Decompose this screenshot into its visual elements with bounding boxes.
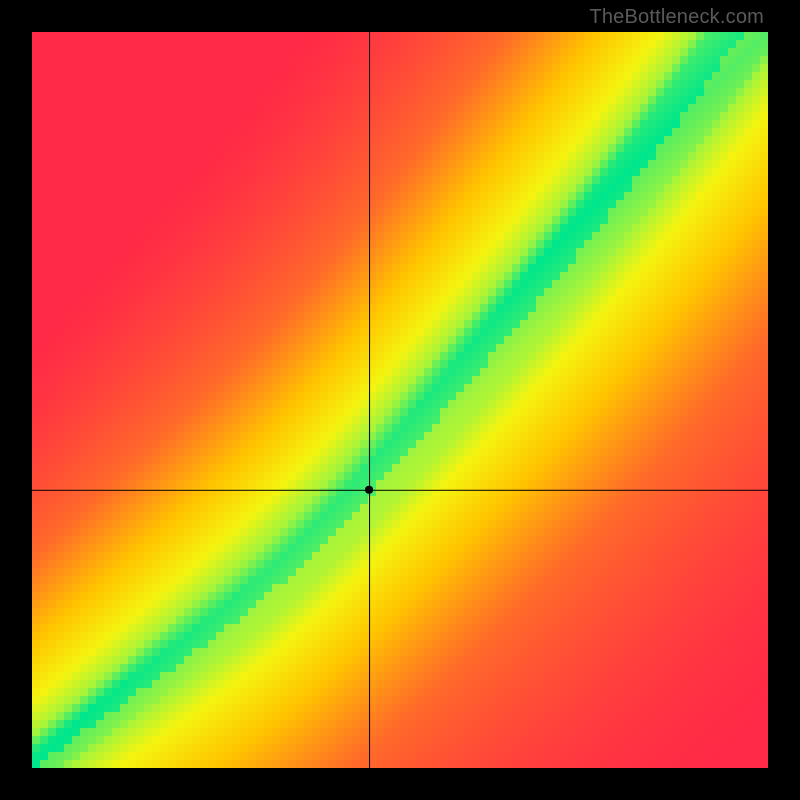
- heatmap-plot: [32, 32, 768, 768]
- heatmap-canvas: [32, 32, 768, 768]
- watermark-text: TheBottleneck.com: [589, 6, 764, 29]
- chart-container: TheBottleneck.com: [0, 0, 800, 800]
